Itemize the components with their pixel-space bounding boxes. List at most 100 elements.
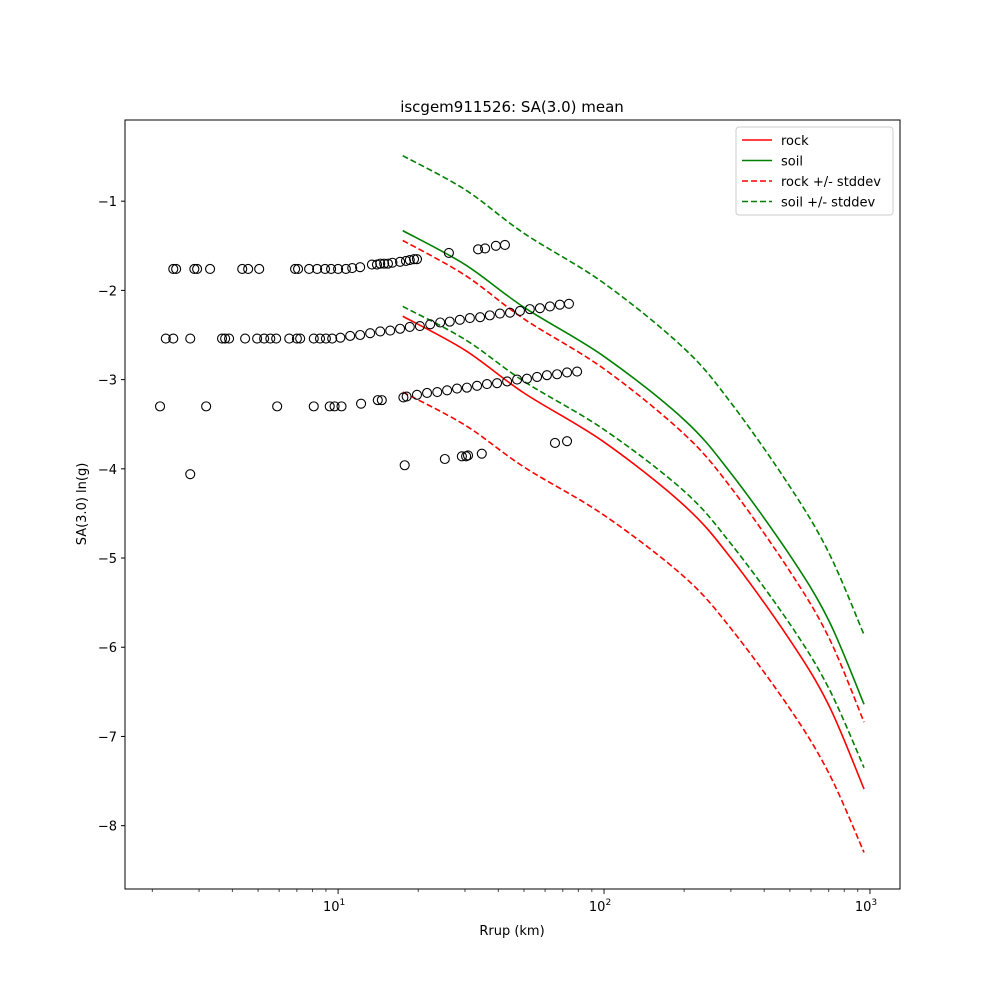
data-point (443, 247, 454, 258)
series-line-rock-stddev-2 (402, 239, 865, 723)
data-point (408, 254, 420, 265)
data-point (481, 379, 493, 390)
x-tick-exponent: 2 (605, 898, 611, 908)
data-point (432, 387, 443, 398)
legend-box (735, 126, 894, 216)
series-line-soil-stddev-4 (402, 154, 865, 636)
data-point (471, 380, 483, 391)
data-point (544, 301, 555, 312)
data-point (541, 370, 552, 381)
data-point (462, 450, 474, 461)
data-point (532, 371, 543, 382)
data-point (414, 321, 425, 332)
data-point (291, 333, 302, 344)
y-tick-label: −7 (98, 730, 117, 745)
data-point (355, 262, 366, 273)
legend-label: soil (781, 155, 803, 170)
data-point (356, 398, 367, 409)
x-tick-label: 103 (855, 898, 877, 915)
data-point (400, 255, 412, 267)
data-point (502, 376, 513, 387)
x-tick-label: 101 (323, 898, 345, 915)
data-point (461, 451, 472, 462)
data-point (552, 369, 563, 380)
data-point (205, 263, 216, 275)
data-point (304, 263, 315, 275)
series-line-rock-stddev-3 (402, 391, 865, 853)
data-point (335, 332, 346, 343)
data-point (237, 263, 248, 275)
x-tick-exponent: 3 (871, 898, 877, 908)
series-line-soil-stddev-5 (402, 305, 865, 768)
data-point (490, 240, 501, 251)
data-point (327, 333, 338, 344)
data-point (456, 451, 467, 462)
data-point (473, 244, 484, 255)
data-point (385, 325, 396, 336)
data-point (512, 374, 523, 385)
data-point (484, 310, 495, 321)
data-point (252, 333, 263, 344)
axes-frame (124, 119, 901, 890)
data-point (395, 323, 406, 334)
data-point (421, 387, 433, 399)
data-point (401, 391, 412, 402)
data-point (272, 401, 283, 412)
data-point (562, 436, 573, 447)
data-point (461, 382, 472, 393)
data-point (476, 448, 487, 459)
data-point (464, 312, 475, 324)
y-tick-label: −8 (98, 820, 117, 835)
data-point (425, 319, 436, 330)
data-point (372, 395, 383, 406)
series-line-soil-1 (402, 229, 865, 705)
y-tick-label: −6 (98, 641, 117, 656)
data-point (435, 317, 446, 328)
data-point (494, 308, 505, 319)
data-point (320, 333, 331, 344)
data-point (404, 255, 415, 266)
data-point (514, 305, 526, 316)
data-point (355, 329, 366, 341)
data-point (312, 263, 323, 275)
plot-area (154, 154, 865, 853)
chart-title: iscgem911526: SA(3.0) mean (400, 98, 624, 116)
data-point (347, 263, 358, 274)
data-point (382, 258, 394, 269)
data-point (326, 263, 337, 275)
data-point (444, 316, 455, 327)
series-line-rock-0 (402, 315, 865, 790)
data-point (404, 321, 415, 333)
data-point (491, 378, 503, 389)
data-point (314, 333, 326, 344)
data-point (243, 263, 254, 275)
data-point (171, 263, 182, 275)
data-point (442, 385, 453, 396)
y-tick-label: −3 (98, 374, 117, 389)
data-point (454, 314, 465, 325)
y-axis-label: SA(3.0) ln(g) (75, 463, 90, 546)
data-point (475, 312, 486, 323)
data-point (324, 401, 335, 412)
data-point (572, 366, 583, 377)
data-point (333, 263, 344, 275)
y-axis: −1 −2 −3 −4 −5 −6 −7 −8 (98, 195, 125, 835)
data-point (375, 326, 386, 337)
x-tick-label: 102 (589, 898, 611, 915)
data-point (189, 263, 200, 275)
data-point (319, 263, 331, 275)
data-point (375, 258, 386, 269)
data-point (480, 243, 491, 254)
data-point (524, 304, 535, 315)
data-point (395, 256, 406, 267)
data-point (387, 257, 398, 268)
data-point (451, 383, 463, 394)
data-point (329, 401, 340, 412)
x-axis-label: Rrup (km) (479, 924, 544, 939)
data-point (308, 401, 319, 412)
data-point (379, 258, 390, 269)
data-point (340, 263, 351, 275)
y-tick-label: −2 (98, 284, 117, 299)
